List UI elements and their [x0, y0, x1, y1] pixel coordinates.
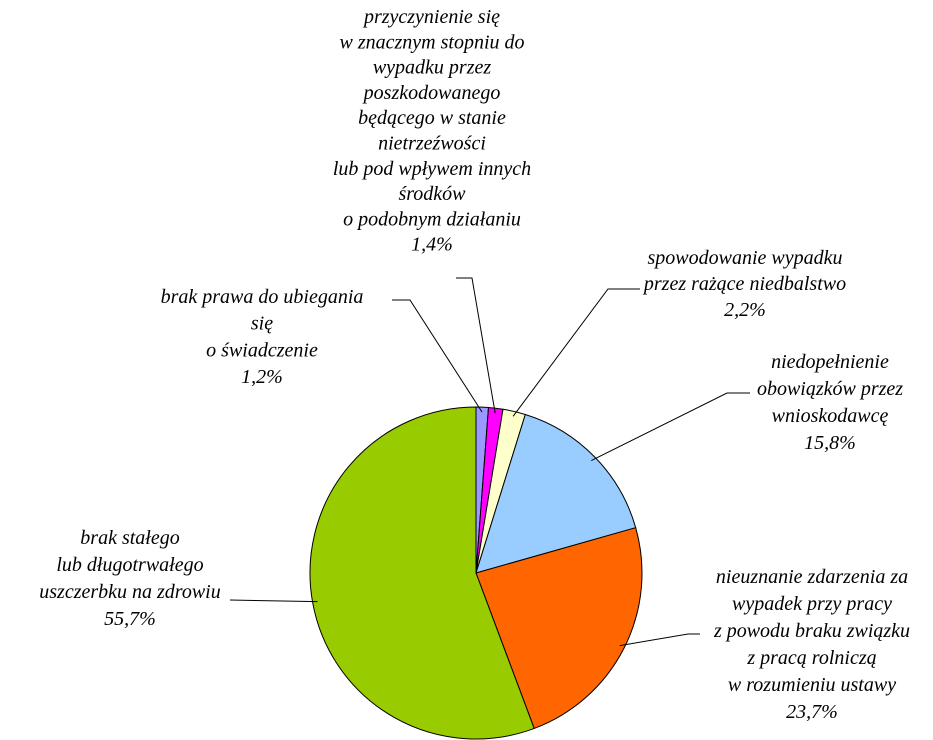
slice-label: wnioskodawcę [772, 405, 889, 427]
slice-label: nieuznanie zdarzenia za [716, 566, 908, 588]
value-label: 23,7% [786, 701, 838, 723]
leader-line [229, 599, 318, 603]
slice-label: nietrzeźwości [378, 133, 486, 155]
slice-label: środków [398, 183, 466, 205]
slice-label: będącego w stanie [358, 107, 506, 129]
leader-line [392, 299, 483, 413]
value-label: 2,2% [724, 299, 766, 321]
slice-label: wypadek przy pracy [732, 593, 892, 615]
slice-label: brak prawa do ubiegania [161, 286, 364, 308]
leader-line [619, 633, 700, 647]
slice-label: przyczynienie się [362, 6, 500, 28]
value-label: 15,8% [804, 432, 856, 454]
slice-label: spowodowanie wypadku [648, 247, 843, 269]
slice-label: wypadku przez [373, 57, 492, 79]
pie-slice [309, 406, 535, 740]
slice-label: w rozumieniu ustawy [728, 674, 896, 696]
slice-label: przez rażące niedbalstwo [642, 273, 846, 295]
value-label: 55,7% [104, 608, 156, 630]
slice-label: się [251, 313, 273, 335]
pie-slice [475, 413, 637, 574]
slice-label: o świadczenie [206, 339, 318, 361]
leader-line [591, 392, 750, 462]
slice-label: uszczerbku na zdrowiu [39, 581, 220, 603]
value-label: 1,4% [411, 234, 453, 256]
slice-label: obowiązków przez [757, 378, 903, 400]
value-label: 1,2% [241, 366, 283, 388]
slice-label: lub pod wpływem innych [333, 158, 531, 180]
slice-label: o podobnym działaniu [343, 208, 521, 230]
leader-line [456, 277, 496, 414]
slice-label: niedopełnienie [771, 351, 889, 373]
slice-label: lub długotrwałego [56, 554, 203, 576]
slice-label: brak stałego [80, 527, 179, 549]
slice-label: w znacznym stopniu do [340, 31, 525, 53]
leader-line [512, 288, 640, 417]
slice-label: z pracą rolniczą [746, 647, 876, 669]
slice-label: poszkodowanego [362, 82, 501, 104]
slice-label: z powodu braku związku [713, 620, 910, 642]
pie-slice [475, 527, 643, 730]
